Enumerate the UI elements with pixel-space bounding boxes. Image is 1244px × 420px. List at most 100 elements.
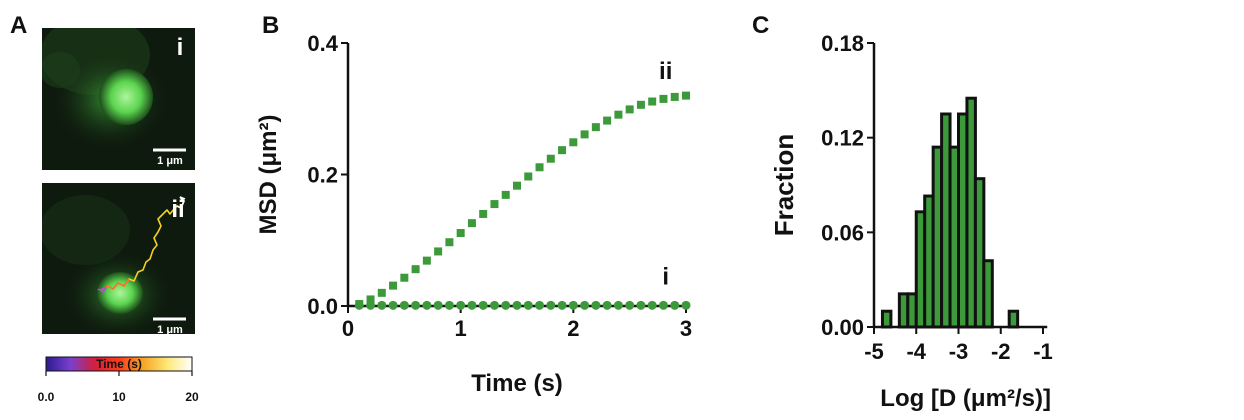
hist-y-tick-label: 0.12 xyxy=(821,126,864,151)
msd-point-ii xyxy=(591,123,600,132)
msd-point-ii xyxy=(366,295,375,304)
msd-point-ii xyxy=(535,163,544,172)
msd-point-i xyxy=(636,300,646,310)
msd-point-i xyxy=(613,300,623,310)
msd-point-i xyxy=(467,300,477,310)
hist-x-tick-label: -4 xyxy=(906,339,926,364)
msd-point-i xyxy=(377,300,387,310)
msd-point-ii xyxy=(434,247,443,256)
msd-point-i xyxy=(625,300,635,310)
msd-point-i xyxy=(456,300,466,310)
msd-point-ii xyxy=(546,154,555,163)
msd-point-i xyxy=(501,300,511,310)
msd-point-ii xyxy=(377,288,386,297)
msd-point-i xyxy=(658,300,668,310)
msd-point-i xyxy=(546,300,556,310)
hist-y-tick-label: 0.06 xyxy=(821,220,864,245)
panel-label-b: B xyxy=(262,12,279,39)
hist-y-tick-label: 0.00 xyxy=(821,315,864,340)
micrograph-i xyxy=(42,28,195,170)
msd-point-ii xyxy=(389,281,398,290)
msd-point-i xyxy=(591,300,601,310)
msd-point-i xyxy=(444,300,454,310)
msd-point-i xyxy=(557,300,567,310)
msd-point-i xyxy=(489,300,499,310)
msd-point-i xyxy=(602,300,612,310)
msd-point-ii xyxy=(513,181,521,190)
msd-point-i xyxy=(399,300,409,310)
msd-point-ii xyxy=(524,172,533,181)
panel-label-c: C xyxy=(752,12,769,39)
msd-point-ii xyxy=(411,265,420,274)
msd-point-i xyxy=(580,300,590,310)
msd-x-axis-label: Time (s) xyxy=(471,370,563,397)
msd-point-i xyxy=(388,300,398,310)
msd-point-ii xyxy=(682,91,690,100)
msd-series-ii xyxy=(355,91,690,309)
msd-point-ii xyxy=(670,92,679,101)
msd-series-annotation: i xyxy=(662,263,669,290)
msd-point-ii xyxy=(467,219,476,228)
scalebar-ii-label: 1 μm xyxy=(157,324,183,336)
colorbar-tick-label: 10 xyxy=(112,390,126,404)
hist-y-tick-label: 0.18 xyxy=(821,31,864,56)
hist-x-tick-label: -5 xyxy=(864,339,884,364)
msd-point-i xyxy=(366,300,376,310)
colorbar-tick-label: 20 xyxy=(185,390,199,404)
hist-x-tick-label: -2 xyxy=(991,339,1011,364)
colorbar-title: Time (s) xyxy=(96,357,142,371)
msd-x-tick-label: 3 xyxy=(680,316,692,341)
msd-point-ii xyxy=(479,209,488,218)
msd-x-tick-label: 1 xyxy=(455,316,467,341)
histogram-bar xyxy=(1007,309,1020,329)
msd-point-ii xyxy=(648,97,657,106)
msd-point-i xyxy=(523,300,533,310)
hist-x-tick-label: -3 xyxy=(949,339,969,364)
histogram-chart: 0.00 0.06 0.12 0.18 -5 -4 -3 -2 -1 Log [D (μm²/s)… xyxy=(769,31,1053,412)
histogram-bars xyxy=(880,96,1020,329)
histogram-bar xyxy=(880,309,893,329)
msd-point-ii xyxy=(445,238,454,247)
micrograph-ii xyxy=(42,183,195,334)
msd-point-i xyxy=(535,300,545,310)
msd-point-i xyxy=(512,300,522,310)
image-i-label: i xyxy=(177,34,184,61)
cell-i xyxy=(99,69,153,125)
msd-point-ii xyxy=(580,130,589,139)
msd-y-tick-label: 0.4 xyxy=(307,31,338,56)
colorbar-ticks: 0.0 10 20 xyxy=(38,371,199,404)
scalebar-i-label: 1 μm xyxy=(157,155,183,167)
msd-series-i xyxy=(354,300,691,310)
msd-point-ii xyxy=(659,94,668,103)
msd-point-ii xyxy=(614,110,623,119)
msd-point-ii xyxy=(400,273,409,282)
msd-point-i xyxy=(478,300,488,310)
msd-point-ii xyxy=(625,105,634,114)
msd-point-ii xyxy=(422,256,431,265)
panel-label-a: A xyxy=(10,12,27,39)
image-ii-label: ii xyxy=(171,196,184,223)
msd-point-ii xyxy=(558,146,567,155)
msd-point-ii xyxy=(501,190,510,199)
msd-point-i xyxy=(433,300,443,310)
msd-point-ii xyxy=(456,229,465,238)
msd-point-i xyxy=(422,300,432,310)
msd-point-ii xyxy=(490,200,499,209)
msd-x-tick-label: 0 xyxy=(342,316,354,341)
msd-y-tick-label: 0.0 xyxy=(307,294,338,319)
msd-point-i xyxy=(670,300,680,310)
hist-x-axis-label: Log [D (μm²/s)] xyxy=(880,385,1051,412)
msd-point-i xyxy=(647,300,657,310)
hist-x-tick-label: -1 xyxy=(1033,339,1053,364)
msd-point-i xyxy=(681,300,691,310)
msd-point-i xyxy=(411,300,421,310)
msd-y-tick-label: 0.2 xyxy=(307,163,338,188)
msd-point-i xyxy=(354,300,364,310)
msd-point-ii xyxy=(636,100,645,109)
hist-y-axis-label: Fraction xyxy=(769,134,799,237)
msd-point-ii xyxy=(603,116,612,125)
cell-ii xyxy=(97,272,143,314)
colorbar-tick-label: 0.0 xyxy=(38,390,55,404)
